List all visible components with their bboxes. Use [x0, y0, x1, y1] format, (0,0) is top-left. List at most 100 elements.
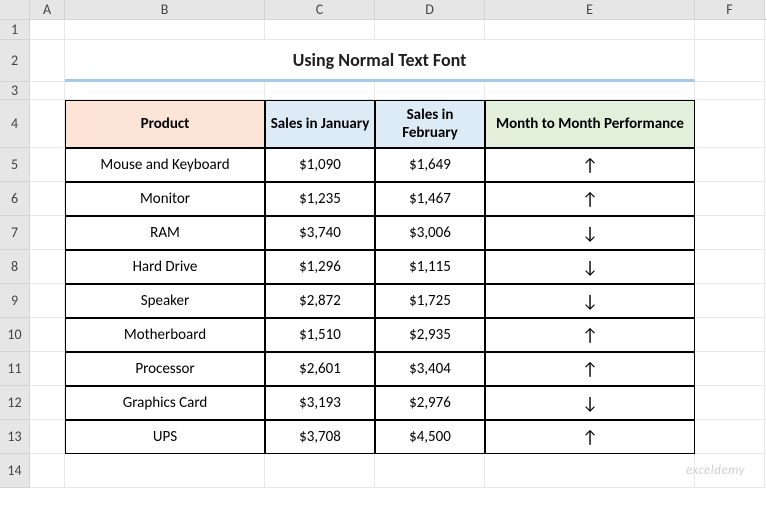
col-header-F[interactable]: F: [695, 0, 765, 19]
cell-B3[interactable]: [65, 82, 265, 100]
cell-F5[interactable]: [695, 148, 765, 182]
cell-F3[interactable]: [695, 82, 765, 100]
cell-F13[interactable]: [695, 420, 765, 454]
row-header-2[interactable]: 2: [0, 40, 30, 82]
arrow-up-icon[interactable]: ↑: [485, 182, 695, 216]
arrow-up-icon[interactable]: ↑: [485, 318, 695, 352]
table-row[interactable]: $3,006: [375, 216, 485, 250]
row-header-11[interactable]: 11: [0, 352, 30, 386]
cell-C1[interactable]: [265, 20, 375, 40]
cell-C3[interactable]: [265, 82, 375, 100]
table-row[interactable]: Motherboard: [65, 318, 265, 352]
cell-D14[interactable]: [375, 454, 485, 488]
row-header-10[interactable]: 10: [0, 318, 30, 352]
cell-F6[interactable]: [695, 182, 765, 216]
select-all-corner[interactable]: [0, 0, 30, 19]
arrow-up-icon[interactable]: ↑: [485, 148, 695, 182]
cell-C14[interactable]: [265, 454, 375, 488]
col-header-E[interactable]: E: [485, 0, 695, 19]
cell-A14[interactable]: [30, 454, 65, 488]
cell-A12[interactable]: [30, 386, 65, 420]
table-row[interactable]: Processor: [65, 352, 265, 386]
cell-A7[interactable]: [30, 216, 65, 250]
table-row[interactable]: $1,296: [265, 250, 375, 284]
cell-A4[interactable]: [30, 100, 65, 148]
row-header-8[interactable]: 8: [0, 250, 30, 284]
row-header-3[interactable]: 3: [0, 82, 30, 100]
cell-F12[interactable]: [695, 386, 765, 420]
title-cell[interactable]: Using Normal Text Font: [65, 40, 695, 82]
arrow-down-icon[interactable]: ↓: [485, 216, 695, 250]
table-row[interactable]: $2,976: [375, 386, 485, 420]
cell-F7[interactable]: [695, 216, 765, 250]
table-row[interactable]: $1,649: [375, 148, 485, 182]
table-row[interactable]: $1,235: [265, 182, 375, 216]
table-row[interactable]: $2,935: [375, 318, 485, 352]
row-header-14[interactable]: 14: [0, 454, 30, 488]
cell-F4[interactable]: [695, 100, 765, 148]
col-header-B[interactable]: B: [65, 0, 265, 19]
table-row[interactable]: $1,725: [375, 284, 485, 318]
cell-E14[interactable]: [485, 454, 695, 488]
col-header-D[interactable]: D: [375, 0, 485, 19]
cell-F9[interactable]: [695, 284, 765, 318]
table-row[interactable]: $1,510: [265, 318, 375, 352]
table-row[interactable]: $2,872: [265, 284, 375, 318]
table-row[interactable]: $4,500: [375, 420, 485, 454]
cell-F1[interactable]: [695, 20, 765, 40]
cell-F10[interactable]: [695, 318, 765, 352]
table-row[interactable]: $3,740: [265, 216, 375, 250]
table-row[interactable]: Speaker: [65, 284, 265, 318]
table-row[interactable]: Monitor: [65, 182, 265, 216]
cell-F11[interactable]: [695, 352, 765, 386]
row-header-1[interactable]: 1: [0, 20, 30, 40]
table-row[interactable]: $2,601: [265, 352, 375, 386]
cell-A10[interactable]: [30, 318, 65, 352]
cell-A13[interactable]: [30, 420, 65, 454]
row-header-4[interactable]: 4: [0, 100, 30, 148]
header-performance[interactable]: Month to Month Performance: [485, 100, 695, 148]
table-row[interactable]: $1,115: [375, 250, 485, 284]
table-row[interactable]: $1,090: [265, 148, 375, 182]
row-header-12[interactable]: 12: [0, 386, 30, 420]
cell-A1[interactable]: [30, 20, 65, 40]
cell-B1[interactable]: [65, 20, 265, 40]
row-header-7[interactable]: 7: [0, 216, 30, 250]
header-sales-feb[interactable]: Sales in February: [375, 100, 485, 148]
row-header-13[interactable]: 13: [0, 420, 30, 454]
cell-E1[interactable]: [485, 20, 695, 40]
arrow-down-icon[interactable]: ↓: [485, 386, 695, 420]
cell-A6[interactable]: [30, 182, 65, 216]
cell-F2[interactable]: [695, 40, 765, 82]
arrow-up-icon[interactable]: ↑: [485, 352, 695, 386]
row-header-6[interactable]: 6: [0, 182, 30, 216]
cell-A2[interactable]: [30, 40, 65, 82]
arrow-up-icon[interactable]: ↑: [485, 420, 695, 454]
cell-A9[interactable]: [30, 284, 65, 318]
table-row[interactable]: Hard Drive: [65, 250, 265, 284]
row-header-9[interactable]: 9: [0, 284, 30, 318]
arrow-down-icon[interactable]: ↓: [485, 250, 695, 284]
table-row[interactable]: Graphics Card: [65, 386, 265, 420]
cell-A8[interactable]: [30, 250, 65, 284]
header-product[interactable]: Product: [65, 100, 265, 148]
cell-A5[interactable]: [30, 148, 65, 182]
table-row[interactable]: $3,708: [265, 420, 375, 454]
header-sales-jan[interactable]: Sales in January: [265, 100, 375, 148]
cell-A11[interactable]: [30, 352, 65, 386]
cell-A3[interactable]: [30, 82, 65, 100]
cell-D3[interactable]: [375, 82, 485, 100]
table-row[interactable]: RAM: [65, 216, 265, 250]
arrow-down-icon[interactable]: ↓: [485, 284, 695, 318]
cell-F8[interactable]: [695, 250, 765, 284]
row-header-5[interactable]: 5: [0, 148, 30, 182]
table-row[interactable]: $3,193: [265, 386, 375, 420]
cell-E3[interactable]: [485, 82, 695, 100]
table-row[interactable]: UPS: [65, 420, 265, 454]
col-header-A[interactable]: A: [30, 0, 65, 19]
col-header-C[interactable]: C: [265, 0, 375, 19]
table-row[interactable]: $3,404: [375, 352, 485, 386]
table-row[interactable]: Mouse and Keyboard: [65, 148, 265, 182]
cell-D1[interactable]: [375, 20, 485, 40]
table-row[interactable]: $1,467: [375, 182, 485, 216]
